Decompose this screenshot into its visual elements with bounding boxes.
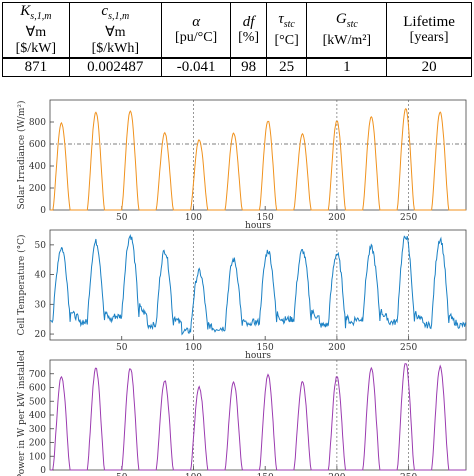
series-line bbox=[50, 363, 466, 471]
x-tick-label: 250 bbox=[400, 473, 417, 476]
header-cell-lifetime: Lifetime [years] bbox=[386, 2, 472, 59]
header-cell-tau: τstc [°C] bbox=[265, 2, 308, 59]
y-tick-label: 30 bbox=[35, 300, 47, 310]
y-tick-label: 100 bbox=[29, 452, 46, 462]
header-unit: [$/kWh] bbox=[91, 41, 140, 56]
y-tick-label: 400 bbox=[29, 162, 46, 172]
value-cell: 0.002487 bbox=[68, 57, 162, 77]
y-tick-label: 600 bbox=[29, 384, 46, 394]
y-tick-label: 800 bbox=[29, 118, 46, 128]
value-cell: 25 bbox=[265, 57, 308, 77]
value-cell: -0.041 bbox=[160, 57, 232, 77]
value-cell: 871 bbox=[2, 57, 70, 77]
header-symbol: Lifetime bbox=[403, 14, 455, 30]
header-symbol: α bbox=[192, 14, 201, 30]
header-unit: [kW/m²] bbox=[322, 33, 372, 48]
y-tick-label: 200 bbox=[29, 439, 46, 449]
x-tick-label: 150 bbox=[257, 473, 274, 476]
series-line bbox=[50, 107, 467, 211]
y-tick-label: 300 bbox=[29, 425, 46, 435]
header-cell-K: Ks,1,m ∀m [$/kW] bbox=[2, 2, 70, 59]
header-symbol: Gstc bbox=[335, 11, 358, 30]
x-tick-label: 200 bbox=[328, 213, 345, 223]
x-tick-label: 50 bbox=[116, 213, 128, 223]
header-unit: [$/kW] bbox=[15, 41, 57, 56]
x-tick-label: 250 bbox=[400, 343, 417, 353]
header-quantifier: ∀m bbox=[25, 25, 47, 40]
y-tick-label: 200 bbox=[29, 184, 46, 194]
value-cell: 20 bbox=[386, 57, 472, 77]
y-axis-label: Solar Irradiance (W/m²) bbox=[16, 101, 27, 210]
x-tick-label: 50 bbox=[116, 473, 128, 476]
table-value-row: 871 0.002487 -0.041 98 25 1 20 bbox=[2, 57, 472, 77]
header-symbol: cs,1,m bbox=[101, 3, 130, 22]
header-symbol: τstc bbox=[278, 11, 295, 30]
chart-panel-3: 0 100 200 300 400 500 600 700 50 100 150 200 250 hour… bbox=[17, 350, 467, 476]
x-tick-label: 100 bbox=[185, 213, 202, 223]
value-cell: 98 bbox=[230, 57, 267, 77]
x-tick-label: 250 bbox=[400, 213, 417, 223]
header-unit: [pu/°C] bbox=[175, 30, 218, 45]
y-tick-label: 0 bbox=[40, 206, 46, 216]
table-header-row: Ks,1,m ∀m [$/kW] cs,1,m ∀m [$/kWh] α [pu/°C] … bbox=[2, 2, 472, 59]
plot-frame bbox=[49, 229, 467, 341]
header-symbol: Ks,1,m bbox=[20, 3, 52, 22]
value-cell: 1 bbox=[306, 57, 388, 77]
x-axis-label: hours bbox=[245, 351, 271, 361]
x-tick-label: 50 bbox=[116, 343, 128, 353]
y-tick-label: 20 bbox=[35, 330, 47, 340]
y-tick-label: 50 bbox=[35, 241, 47, 251]
header-cell-c: cs,1,m ∀m [$/kWh] bbox=[68, 2, 162, 59]
parameter-table: Ks,1,m ∀m [$/kW] cs,1,m ∀m [$/kWh] α [pu/°C] … bbox=[2, 2, 472, 77]
y-tick-label: 0 bbox=[40, 466, 46, 476]
y-tick-label: 400 bbox=[29, 411, 46, 421]
x-tick-label: 150 bbox=[257, 343, 274, 353]
y-tick-label: 600 bbox=[29, 140, 46, 150]
header-unit: [°C] bbox=[274, 33, 299, 48]
header-symbol: df bbox=[242, 14, 255, 30]
header-cell-alpha: α [pu/°C] bbox=[160, 2, 232, 59]
x-tick-label: 150 bbox=[257, 213, 274, 223]
x-tick-label: 200 bbox=[328, 343, 345, 353]
x-tick-label: 100 bbox=[185, 473, 202, 476]
header-cell-G: Gstc [kW/m²] bbox=[306, 2, 388, 59]
header-quantifier: ∀m bbox=[105, 25, 126, 40]
y-axis-label: Power in W per kW installed bbox=[17, 350, 27, 476]
chart-panel-2: 20 30 40 50 50 100 150 200 250 hours Cell Temperat… bbox=[16, 229, 467, 361]
series-line bbox=[49, 234, 467, 336]
y-tick-label: 500 bbox=[29, 397, 46, 407]
y-tick-label: 40 bbox=[35, 271, 47, 281]
x-axis-label: hours bbox=[245, 221, 271, 231]
chart-panel-1: 0 200 400 600 800 50 100 150 200 250 hours Solar Ir… bbox=[16, 99, 467, 231]
header-unit: [%] bbox=[238, 30, 260, 45]
y-axis-label: Cell Temperature (°C) bbox=[16, 234, 27, 335]
x-tick-label: 200 bbox=[328, 473, 345, 476]
header-cell-df: df [%] bbox=[230, 2, 267, 59]
y-tick-label: 700 bbox=[29, 370, 46, 380]
x-tick-label: 100 bbox=[185, 343, 202, 353]
header-unit: [years] bbox=[409, 30, 449, 45]
